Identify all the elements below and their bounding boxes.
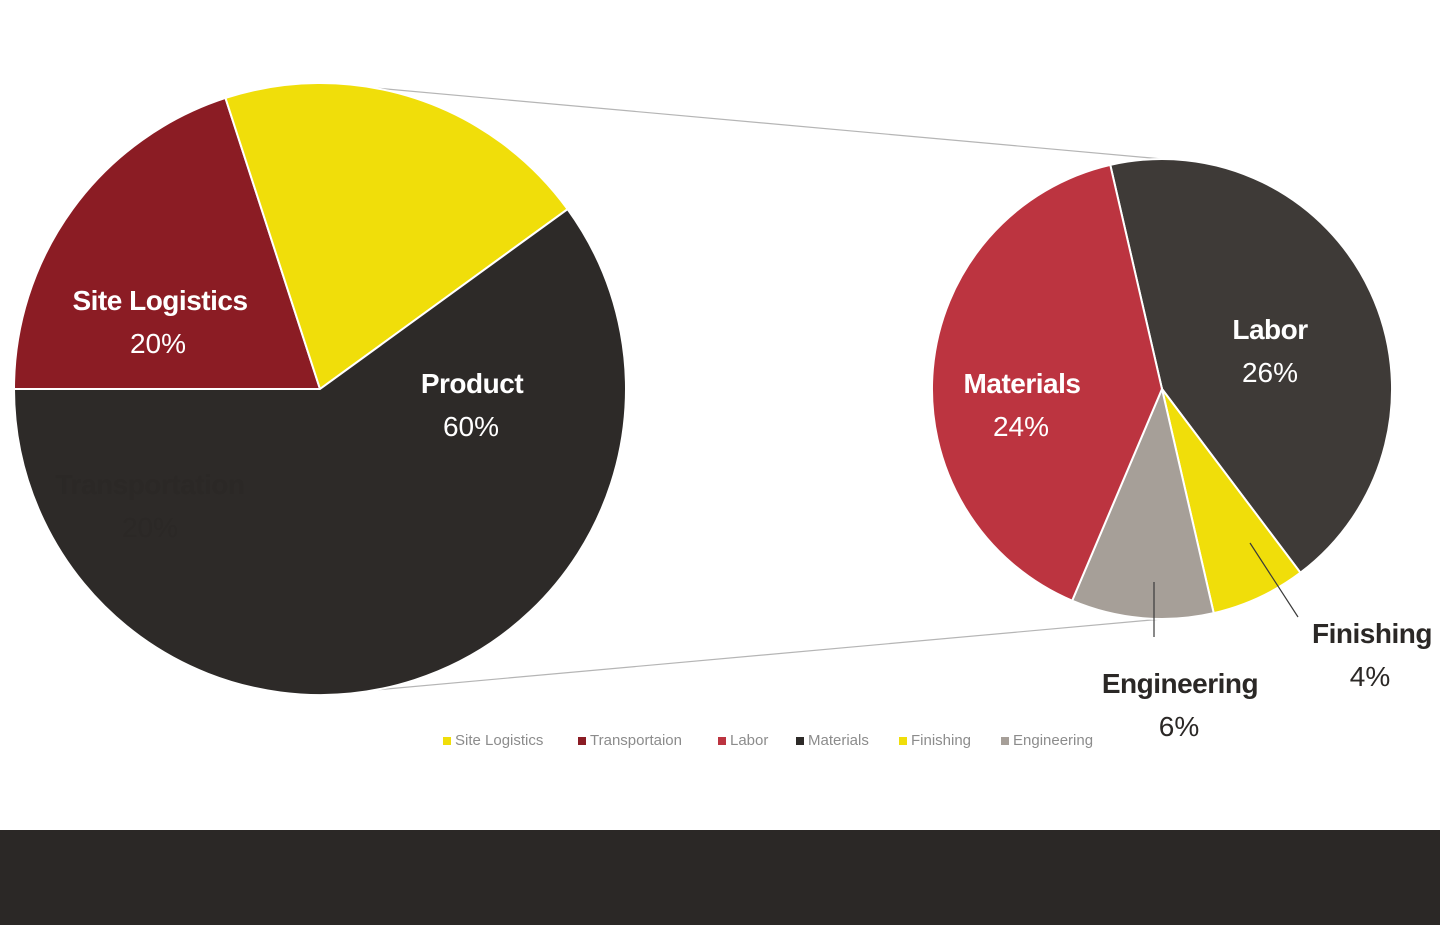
slice-label-engineering: Engineering xyxy=(1102,668,1258,699)
legend-swatch-site-logistics xyxy=(443,737,451,745)
slice-label-labor: Labor xyxy=(1232,314,1308,345)
legend: Site Logistics Transportaion Labor Mater… xyxy=(443,732,1093,749)
legend-label-site-logistics: Site Logistics xyxy=(455,732,543,749)
pie-slice-engineering[interactable] xyxy=(1070,385,1215,620)
legend-label-transportaion: Transportaion xyxy=(590,732,682,749)
slice-value-site-logistics: 20% xyxy=(130,328,186,359)
slice-label-product: Product xyxy=(421,368,523,399)
legend-label-labor: Labor xyxy=(730,732,768,749)
slice-label-materials: Materials xyxy=(964,368,1081,399)
pie-of-pie-chart: Site Logistics 20% Transportation 20% Pr… xyxy=(12,82,1432,749)
slice-value-engineering: 6% xyxy=(1159,711,1199,742)
slice-value-finishing: 4% xyxy=(1350,661,1390,692)
pie-slice-product[interactable] xyxy=(12,207,627,696)
slice-value-materials: 24% xyxy=(993,411,1049,442)
legend-swatch-labor xyxy=(718,737,726,745)
legend-label-finishing: Finishing xyxy=(911,732,971,749)
secondary-pie: Labor 26% Materials 24% Finishing 4% Eng… xyxy=(931,157,1432,742)
slice-label-transportation: Transportation xyxy=(55,469,244,500)
pie-slice-transportation[interactable] xyxy=(224,82,569,391)
slice-label-site-logistics: Site Logistics xyxy=(72,285,247,316)
pie-slice-labor[interactable] xyxy=(1109,157,1394,575)
legend-swatch-transportaion xyxy=(578,737,586,745)
leader-line-finishing xyxy=(1249,542,1299,618)
slice-label-finishing: Finishing xyxy=(1312,618,1432,649)
connector-line-bottom xyxy=(319,618,1163,696)
slice-value-labor: 26% xyxy=(1242,357,1298,388)
legend-label-materials: Materials xyxy=(808,732,869,749)
legend-swatch-finishing xyxy=(899,737,907,745)
legend-swatch-materials xyxy=(796,737,804,745)
slice-value-transportation: 20% xyxy=(122,512,178,543)
legend-label-engineering: Engineering xyxy=(1013,732,1093,749)
main-pie: Site Logistics 20% Transportation 20% Pr… xyxy=(12,82,627,696)
legend-swatch-engineering xyxy=(1001,737,1009,745)
footer-bar xyxy=(0,830,1440,925)
slice-value-product: 60% xyxy=(443,411,499,442)
pie-slice-materials[interactable] xyxy=(931,163,1164,603)
pie-slice-site-logistics[interactable] xyxy=(12,96,322,390)
connector-line-top xyxy=(319,82,1163,160)
